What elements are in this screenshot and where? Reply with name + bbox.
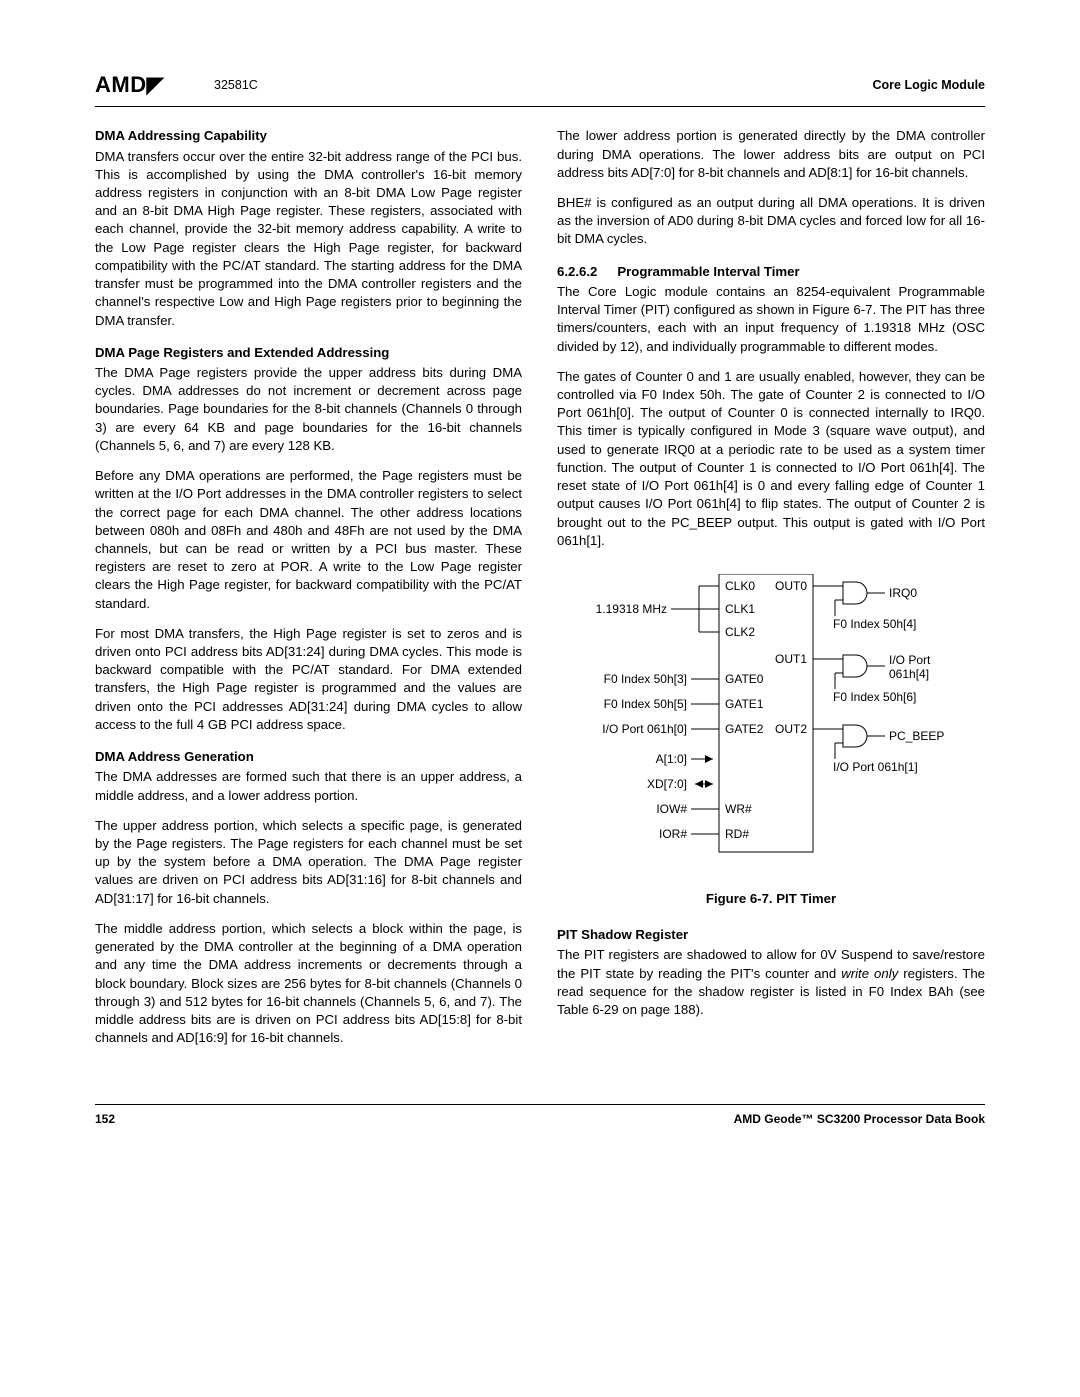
svg-text:CLK2: CLK2 [725, 625, 755, 639]
svg-text:WR#: WR# [725, 802, 752, 816]
svg-text:F0 Index 50h[5]: F0 Index 50h[5] [604, 697, 687, 711]
svg-text:PC_BEEP: PC_BEEP [889, 729, 944, 743]
page-footer: 152 AMD Geode™ SC3200 Processor Data Boo… [95, 1104, 985, 1128]
heading-dma-address-generation: DMA Address Generation [95, 748, 522, 766]
svg-text:F0 Index 50h[6]: F0 Index 50h[6] [833, 690, 916, 704]
paragraph: The gates of Counter 0 and 1 are usually… [557, 368, 985, 550]
paragraph: The middle address portion, which select… [95, 920, 522, 1048]
pit-timer-diagram: CLK0 CLK1 CLK2 GATE0 GATE1 GATE2 WR# RD# OUT0 OUT… [557, 574, 985, 874]
amd-arrow-icon: ◤ [147, 70, 164, 100]
svg-text:I/O Port 061h[0]: I/O Port 061h[0] [602, 722, 687, 736]
header-left: AMD◤ 32581C [95, 70, 258, 100]
document-id: 32581C [214, 77, 258, 94]
heading-dma-page-registers: DMA Page Registers and Extended Addressi… [95, 344, 522, 362]
svg-text:XD[7:0]: XD[7:0] [647, 777, 687, 791]
module-name: Core Logic Module [873, 77, 986, 94]
svg-text:GATE0: GATE0 [725, 672, 764, 686]
heading-dma-addressing: DMA Addressing Capability [95, 127, 522, 145]
heading-pit-shadow: PIT Shadow Register [557, 926, 985, 944]
paragraph: The Core Logic module contains an 8254-e… [557, 283, 985, 356]
paragraph: The upper address portion, which selects… [95, 817, 522, 908]
svg-text:IRQ0: IRQ0 [889, 586, 917, 600]
paragraph: The DMA Page registers provide the upper… [95, 364, 522, 455]
paragraph: For most DMA transfers, the High Page re… [95, 625, 522, 734]
paragraph: The PIT registers are shadowed to allow … [557, 946, 985, 1019]
left-column: DMA Addressing Capability DMA transfers … [95, 127, 522, 1059]
svg-text:OUT2: OUT2 [775, 722, 807, 736]
svg-text:IOR#: IOR# [659, 827, 687, 841]
page-header: AMD◤ 32581C Core Logic Module [95, 70, 985, 107]
section-heading-pit: 6.2.6.2 Programmable Interval Timer [557, 263, 985, 281]
svg-text:I/O Port: I/O Port [889, 653, 931, 667]
svg-text:I/O Port 061h[1]: I/O Port 061h[1] [833, 760, 918, 774]
svg-text:OUT1: OUT1 [775, 652, 807, 666]
book-title: AMD Geode™ SC3200 Processor Data Book [734, 1111, 985, 1128]
paragraph: Before any DMA operations are performed,… [95, 467, 522, 613]
paragraph: DMA transfers occur over the entire 32-b… [95, 148, 522, 330]
svg-text:OUT0: OUT0 [775, 579, 807, 593]
amd-logo: AMD◤ [95, 70, 164, 100]
svg-text:CLK1: CLK1 [725, 602, 755, 616]
svg-text:GATE1: GATE1 [725, 697, 764, 711]
svg-text:A[1:0]: A[1:0] [656, 752, 687, 766]
svg-text:F0 Index 50h[4]: F0 Index 50h[4] [833, 617, 916, 631]
right-column: The lower address portion is generated d… [557, 127, 985, 1059]
svg-text:1.19318 MHz: 1.19318 MHz [596, 602, 667, 616]
svg-text:RD#: RD# [725, 827, 749, 841]
svg-text:061h[4]: 061h[4] [889, 667, 929, 681]
section-title: Programmable Interval Timer [617, 264, 799, 279]
paragraph: The DMA addresses are formed such that t… [95, 768, 522, 804]
svg-text:GATE2: GATE2 [725, 722, 764, 736]
svg-text:CLK0: CLK0 [725, 579, 755, 593]
svg-text:IOW#: IOW# [656, 802, 687, 816]
two-column-body: DMA Addressing Capability DMA transfers … [95, 127, 985, 1059]
paragraph: BHE# is configured as an output during a… [557, 194, 985, 249]
svg-text:F0 Index 50h[3]: F0 Index 50h[3] [604, 672, 687, 686]
figure-caption: Figure 6-7. PIT Timer [557, 890, 985, 908]
section-number: 6.2.6.2 [557, 263, 597, 281]
paragraph: The lower address portion is generated d… [557, 127, 985, 182]
page-number: 152 [95, 1111, 115, 1128]
